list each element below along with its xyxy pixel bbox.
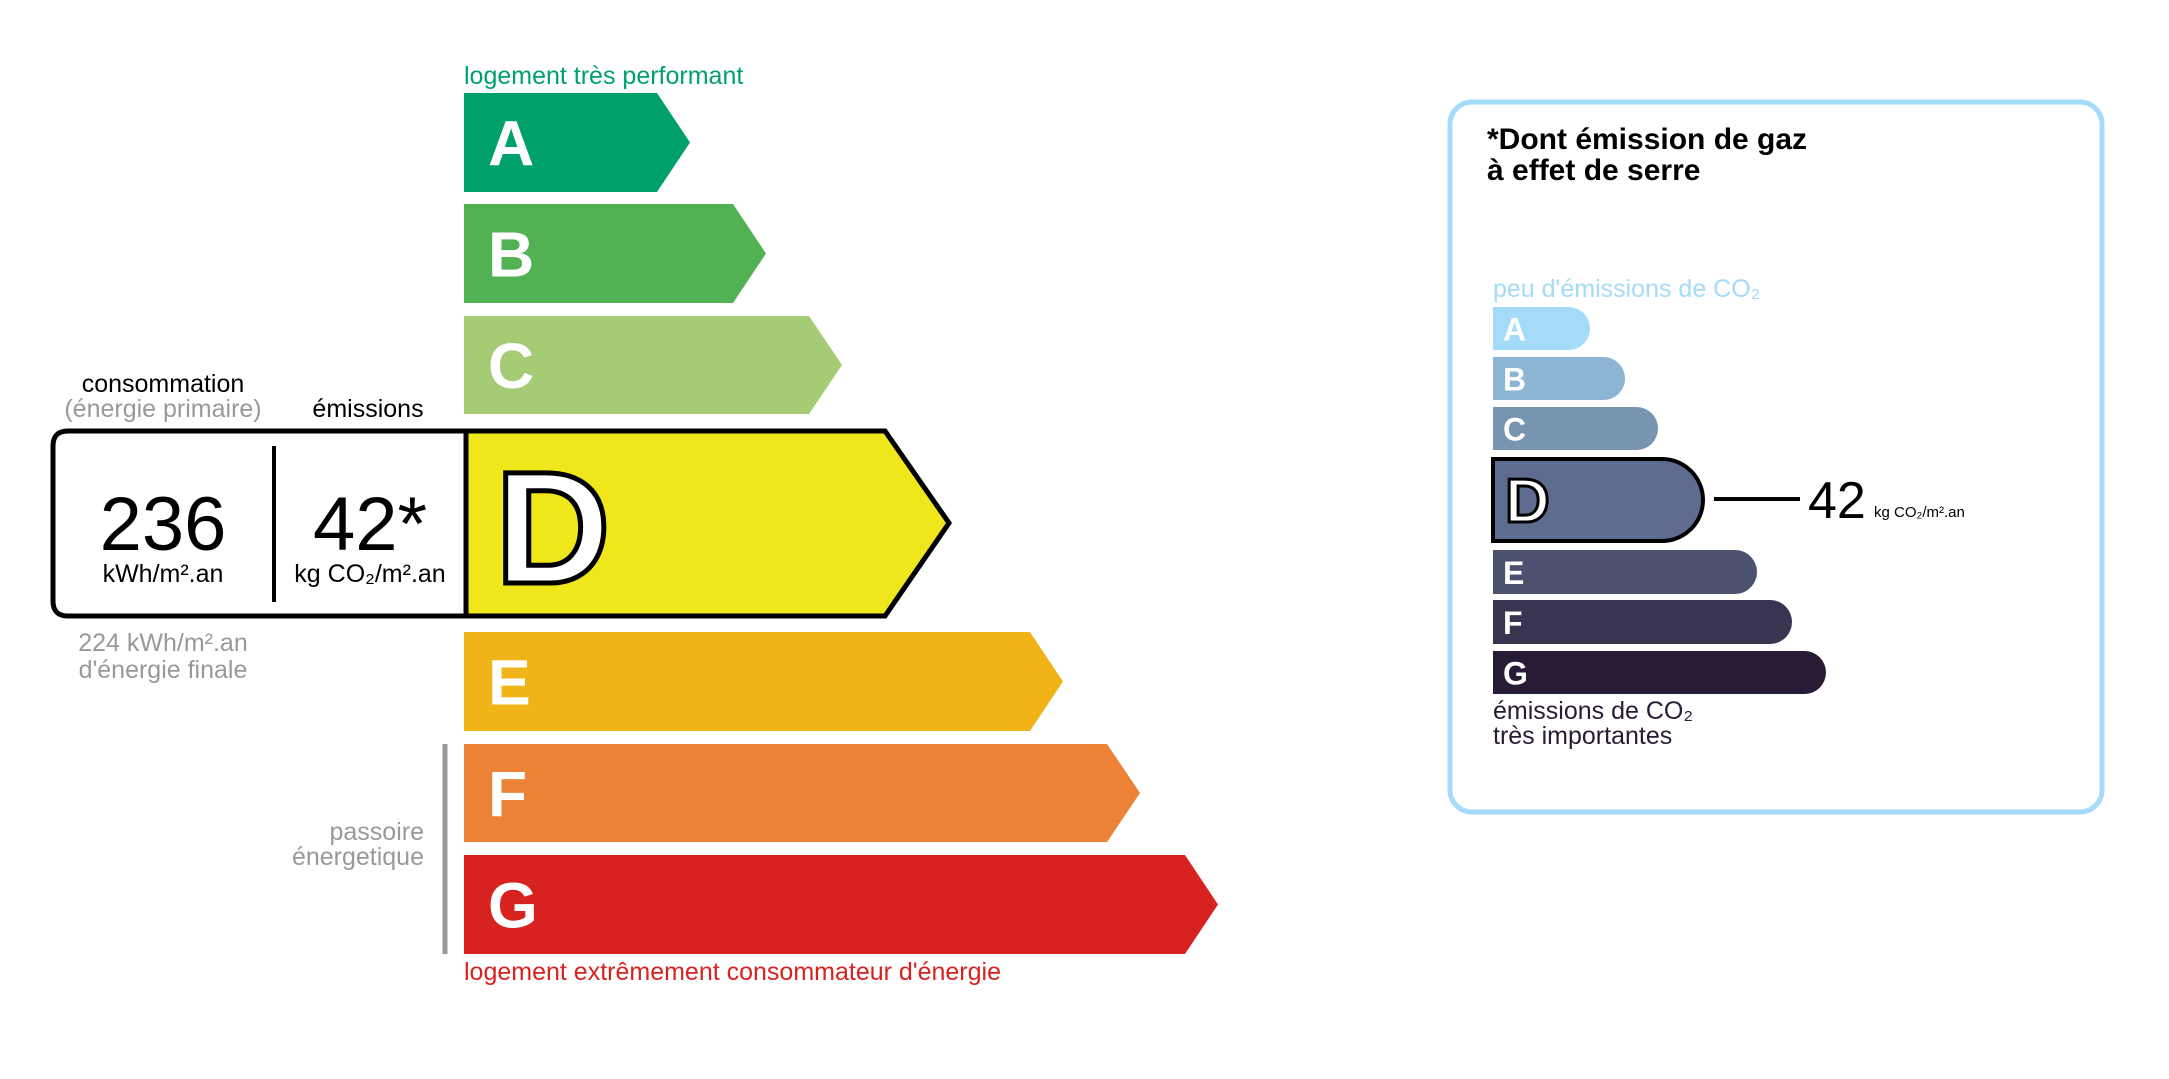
consumption-unit: kWh/m².an	[103, 560, 224, 588]
energy-top-label: logement très performant	[464, 62, 743, 90]
ghg-bottom-label-line1: émissions de CO₂	[1493, 697, 1693, 725]
energy-bar-f	[464, 744, 1140, 842]
ghg-bar-e	[1493, 550, 1757, 594]
ghg-title-line1: *Dont émission de gaz	[1487, 123, 1807, 156]
ghg-letter-a: A	[1503, 312, 1526, 348]
passoire-label-line1: passoire	[330, 818, 425, 846]
energy-values-box	[50, 428, 469, 619]
energy-bar-c	[464, 316, 842, 414]
energy-bar-g	[464, 855, 1218, 954]
passoire-label-line2: énergetique	[292, 843, 424, 871]
final-energy-value: 224 kWh/m².an	[78, 629, 248, 657]
ghg-bar-a	[1493, 307, 1590, 350]
energy-letter-a: A	[488, 108, 534, 180]
final-energy-label: d'énergie finale	[79, 656, 248, 684]
ghg-letter-g: G	[1503, 656, 1528, 692]
ghg-letter-d: D	[1505, 467, 1550, 536]
energy-bar-b	[464, 204, 766, 303]
energy-letter-g: G	[488, 870, 538, 942]
ghg-bar-g	[1493, 651, 1826, 694]
emissions-unit: kg CO₂/m².an	[294, 560, 445, 588]
ghg-letter-e: E	[1503, 555, 1524, 591]
ghg-letter-c: C	[1503, 412, 1526, 448]
ghg-bar-f	[1493, 600, 1792, 644]
energy-letter-c: C	[488, 330, 534, 402]
consumption-value: 236	[100, 482, 227, 567]
ghg-bar-d	[1491, 457, 1705, 543]
consumption-subheading: (énergie primaire)	[64, 395, 261, 423]
energy-bar-e	[464, 632, 1063, 731]
ghg-letter-f: F	[1503, 605, 1523, 641]
ghg-title-line2: à effet de serre	[1487, 154, 1700, 187]
energy-bar-a	[464, 93, 690, 192]
consumption-heading: consommation	[82, 370, 245, 398]
energy-letter-e: E	[488, 647, 531, 719]
energy-letter-b: B	[488, 219, 534, 291]
ghg-letter-b: B	[1503, 362, 1526, 398]
energy-bottom-label: logement extrêmement consommateur d'éner…	[464, 958, 1001, 986]
ghg-bottom-label-line2: très importantes	[1493, 722, 1672, 750]
ghg-top-label: peu d'émissions de CO₂	[1493, 275, 1760, 303]
emissions-value: 42*	[313, 482, 427, 567]
energy-current-letter: D	[495, 438, 611, 617]
ghg-unit: kg CO₂/m².an	[1874, 504, 1965, 521]
energy-current-class-marker: D 236 kWh/m².an 42* kg CO₂/m².an	[50, 428, 953, 620]
ghg-value: 42	[1808, 472, 1866, 530]
energy-letter-f: F	[488, 758, 527, 830]
emissions-heading: émissions	[312, 395, 423, 423]
ghg-bar-c	[1493, 407, 1658, 450]
ghg-bar-b	[1493, 357, 1625, 400]
